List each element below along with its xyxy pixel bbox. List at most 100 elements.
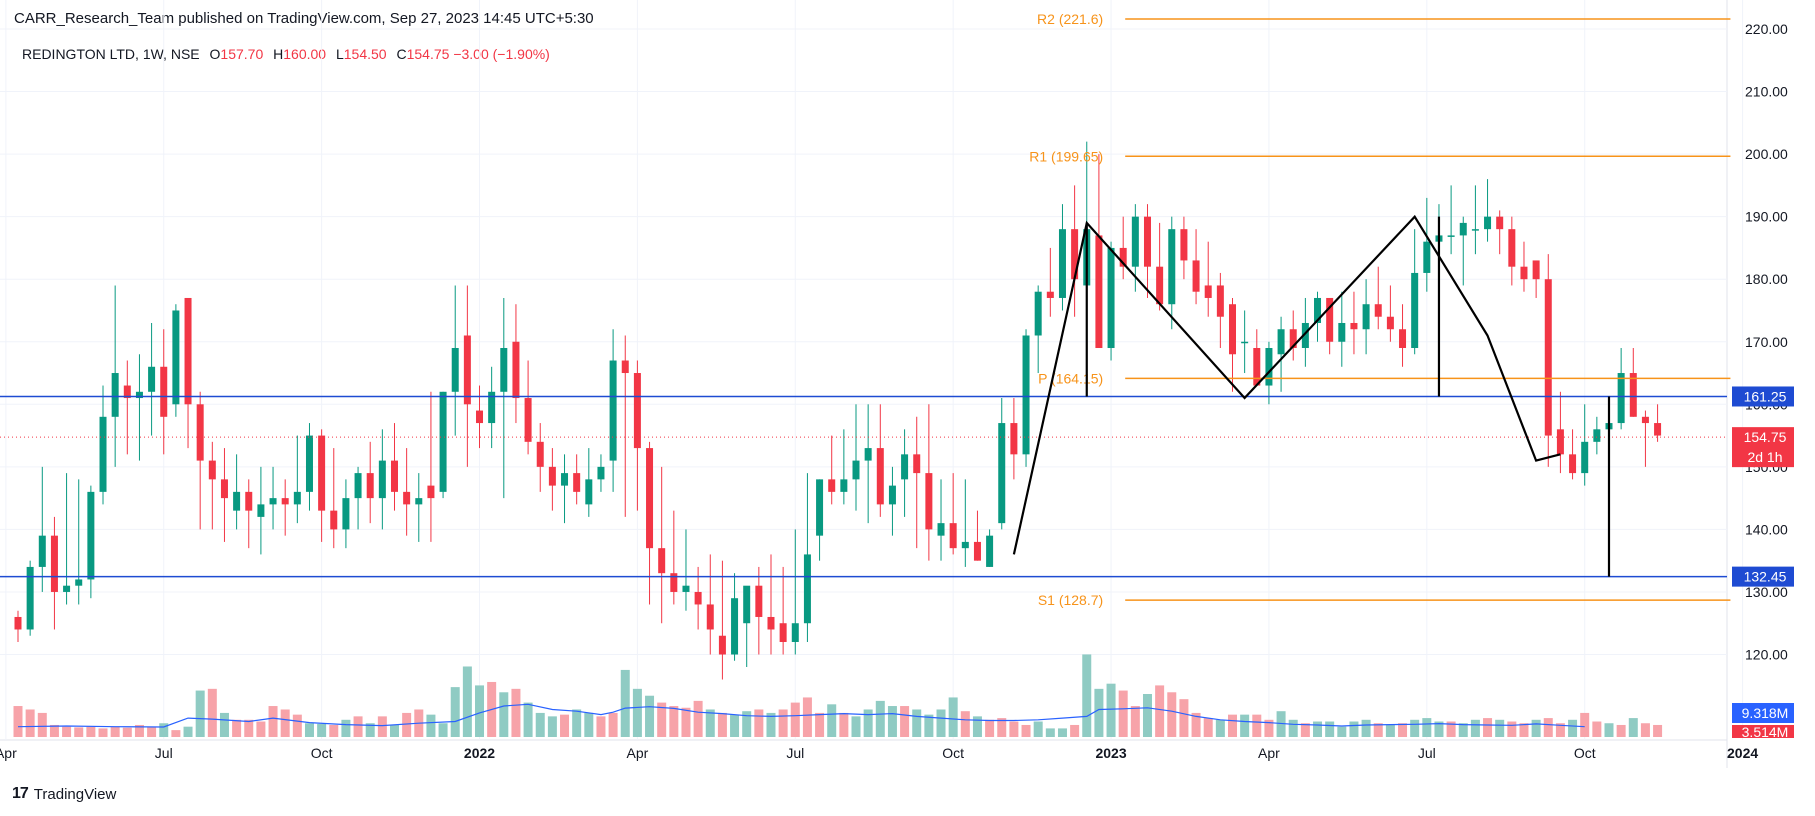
chart-axes: 220.00 210.00 200.00 190.00 180.00 170.00 160.…: [0, 21, 1788, 761]
volume-bar: [475, 685, 485, 737]
volume-bar: [608, 712, 618, 737]
volume-bar: [1422, 718, 1432, 737]
volume-bar: [244, 719, 254, 737]
candle-body: [1326, 297, 1334, 342]
volume-bar: [1592, 721, 1602, 737]
volume-bar: [802, 697, 812, 737]
volume-bar: [1094, 688, 1104, 737]
x-tick-label: Oct: [942, 745, 964, 761]
candle-body: [342, 498, 350, 530]
candle-body: [682, 585, 690, 592]
candle-body: [160, 366, 168, 417]
bar-countdown: 2d 1h: [1747, 449, 1782, 465]
volume-bar: [1580, 712, 1590, 737]
candle-body: [779, 623, 787, 642]
y-tick-label: 210.00: [1745, 84, 1788, 100]
volume-bar: [389, 724, 399, 737]
volume-bar: [438, 723, 448, 737]
x-tick-label: Apr: [0, 745, 17, 761]
candle-body: [548, 466, 556, 486]
volume-bar: [912, 709, 922, 737]
x-tick-label: 2024: [1727, 745, 1758, 761]
candle-body: [500, 348, 508, 392]
volume-bar: [1179, 699, 1189, 737]
volume-bar: [681, 707, 691, 737]
open-label: O: [209, 46, 221, 62]
change-value: −3.00 (−1.90%): [453, 46, 550, 62]
candle-body: [986, 535, 994, 567]
symbol-name[interactable]: REDINGTON LTD, 1W, NSE: [22, 46, 200, 62]
candle-body: [1411, 272, 1419, 349]
candle-body: [148, 366, 156, 392]
volume-ma-badge-bg: [1732, 703, 1794, 723]
x-tick-label: 2022: [464, 745, 495, 761]
volume-bars: [13, 654, 1663, 737]
volume-bar: [669, 706, 679, 737]
candle-body: [1289, 329, 1297, 349]
x-tick-label: Jul: [786, 745, 804, 761]
candle-body: [633, 373, 641, 449]
candle-body: [561, 473, 569, 486]
volume-bar: [1215, 719, 1225, 737]
pivot-label: S1 (128.7): [1038, 592, 1103, 608]
candle-body: [220, 479, 228, 499]
tradingview-footer[interactable]: 17 TradingView: [12, 785, 116, 803]
volume-bar: [1531, 719, 1541, 737]
low-label: L: [335, 46, 344, 62]
volume-bar: [426, 714, 436, 737]
candle-body: [1095, 235, 1103, 349]
volume-bar: [1628, 718, 1638, 737]
volume-bar: [1555, 723, 1565, 737]
candle-body: [852, 460, 860, 480]
candle-body: [670, 573, 678, 592]
volume-bar: [1045, 728, 1055, 737]
volume-bar: [1337, 726, 1347, 737]
volume-bar: [1021, 724, 1031, 737]
volume-bar: [134, 724, 144, 737]
volume-bar: [159, 723, 169, 737]
volume-bar: [1361, 719, 1371, 737]
volume-bar: [1313, 721, 1323, 737]
candle-body: [1520, 266, 1528, 280]
volume-bar: [171, 730, 181, 737]
candle-body: [767, 616, 775, 630]
volume-bar: [110, 726, 120, 737]
candle-body: [1399, 329, 1407, 349]
volume-bar: [1483, 718, 1493, 737]
volume-bar: [49, 724, 59, 737]
volume-bar: [195, 690, 205, 737]
pivot-label: P (164.15): [1038, 370, 1103, 386]
volume-bar: [863, 709, 873, 737]
volume-bar: [341, 719, 351, 737]
y-tick-label: 180.00: [1745, 271, 1788, 287]
candle-body: [1471, 229, 1479, 231]
volume-bar: [815, 712, 825, 737]
y-tick-label: 200.00: [1745, 146, 1788, 162]
publisher-header: CARR_Research_Team published on TradingV…: [14, 10, 594, 27]
candle-body: [318, 435, 326, 511]
candle-body: [257, 504, 265, 517]
volume-bar: [329, 724, 339, 737]
candle-body: [1046, 291, 1054, 298]
volume-bar: [1398, 723, 1408, 737]
y-tick-label: 140.00: [1745, 521, 1788, 537]
candle-body: [743, 585, 751, 624]
candle-body: [208, 460, 216, 480]
candle-body: [816, 479, 824, 536]
volume-bar: [875, 700, 885, 737]
candle-body: [1423, 241, 1431, 273]
volume-bar: [1300, 723, 1310, 737]
volume-bar: [37, 712, 47, 737]
volume-bar: [632, 688, 642, 737]
volume-bar: [1276, 711, 1286, 737]
candle-body: [658, 548, 666, 574]
volume-bar: [657, 702, 667, 737]
volume-bar: [790, 702, 800, 737]
volume-bar: [547, 716, 557, 737]
volume-bar: [730, 714, 740, 737]
tradingview-brand: TradingView: [33, 785, 117, 803]
candle-body: [961, 541, 969, 549]
volume-bar: [74, 727, 84, 737]
candle-body: [1496, 216, 1504, 230]
